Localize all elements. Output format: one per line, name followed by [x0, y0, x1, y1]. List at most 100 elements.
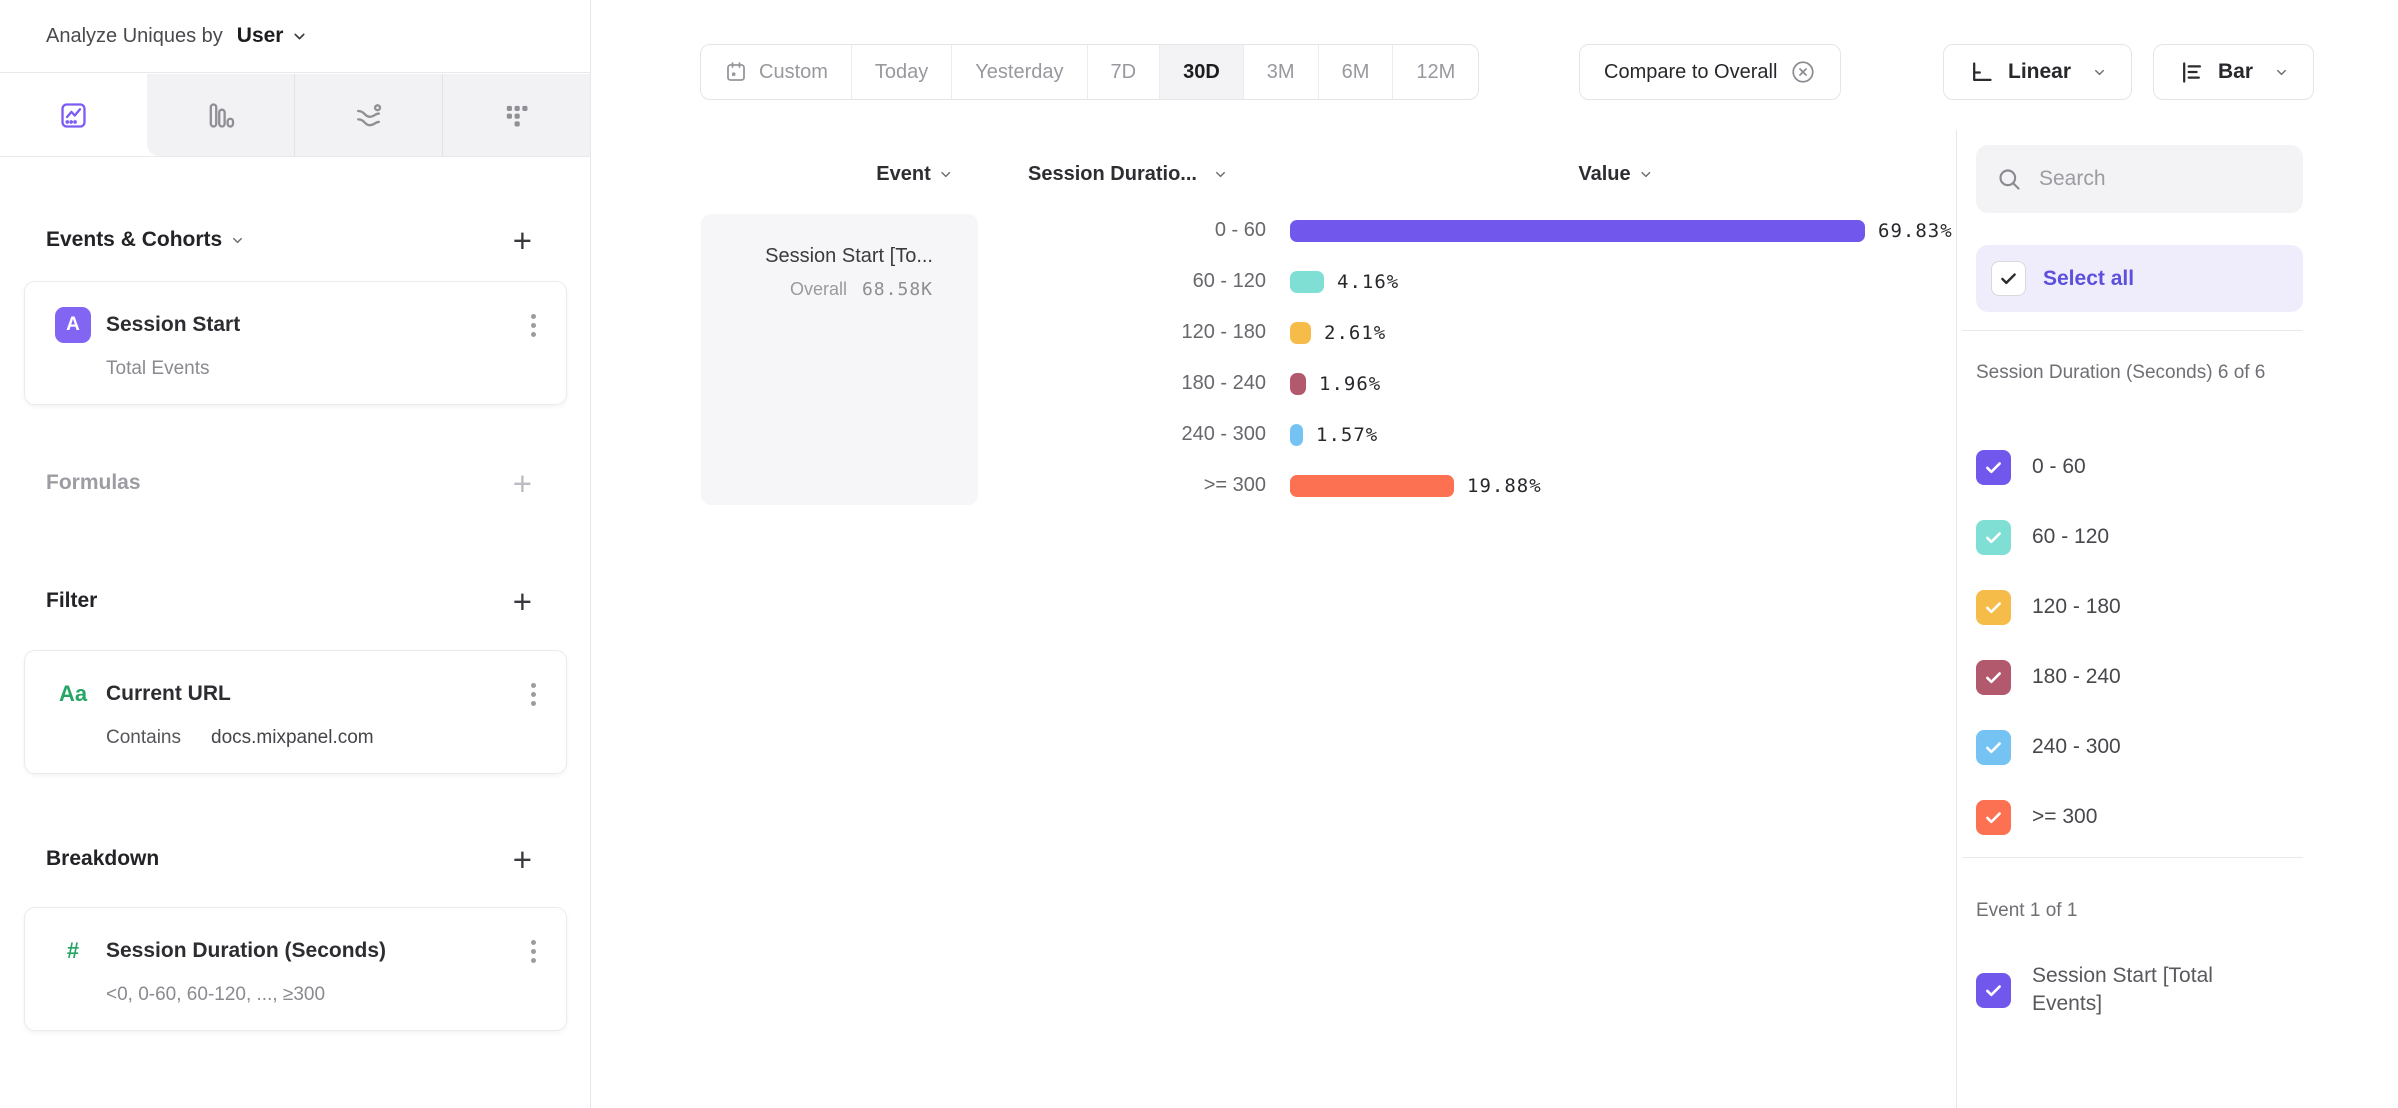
tab-funnels[interactable] [147, 74, 294, 156]
bar-60-120[interactable] [1290, 270, 1324, 293]
segment-item[interactable]: 180 - 240 [1976, 642, 2316, 712]
legend-search[interactable] [1976, 145, 2303, 213]
event-card[interactable]: A Session Start Total Events [24, 281, 567, 405]
breakdown-card-row: # Session Duration (Seconds) [55, 933, 540, 969]
event-legend-item[interactable]: Session Start [Total Events] [1976, 950, 2316, 1030]
column-header-segment[interactable]: Session Duratio... [1028, 163, 1228, 186]
column-header-event[interactable]: Event [876, 163, 953, 186]
segment-item[interactable]: 240 - 300 [1976, 712, 2316, 782]
range-30d-button[interactable]: 30D [1159, 45, 1243, 99]
add-breakdown-button[interactable]: + [512, 840, 532, 878]
bar-240-300[interactable] [1290, 423, 1303, 446]
range-custom-button[interactable]: Custom [701, 45, 851, 99]
breakdown-card-title[interactable]: Session Duration (Seconds) [106, 939, 387, 962]
filter-card-condition: Contains docs.mixpanel.com [106, 727, 540, 749]
range-3m-button[interactable]: 3M [1242, 45, 1318, 99]
add-formula-button[interactable]: + [512, 464, 532, 502]
filter-value[interactable]: docs.mixpanel.com [211, 727, 374, 748]
segment-checkbox[interactable] [1976, 799, 2011, 835]
segment-label: 240 - 300 [2032, 735, 2121, 758]
filter-operator[interactable]: Contains [106, 727, 181, 748]
segment-checkbox[interactable] [1976, 729, 2011, 765]
search-icon [1999, 168, 2020, 190]
chart-type-dropdown[interactable]: Bar [2153, 44, 2315, 100]
category-label: >= 300 [1203, 474, 1266, 496]
segment-item[interactable]: 0 - 60 [1976, 432, 2316, 502]
add-event-button[interactable]: + [512, 221, 532, 259]
kebab-menu-icon[interactable] [527, 679, 540, 710]
range-today-button[interactable]: Today [850, 45, 951, 99]
kebab-menu-icon[interactable] [527, 936, 540, 967]
check-icon [1986, 671, 2001, 683]
event-card-row: A Session Start [55, 307, 540, 343]
analyze-label: Analyze Uniques by [46, 24, 223, 47]
segment-item[interactable]: >= 300 [1976, 782, 2316, 852]
scale-dropdown[interactable]: Linear [1943, 44, 2133, 100]
column-header-value[interactable]: Value [1578, 163, 1653, 186]
event-group-label: Event 1 of 1 [1976, 900, 2078, 921]
bar-180-240[interactable] [1290, 372, 1306, 395]
range-label: 7D [1110, 60, 1137, 83]
range-7d-button[interactable]: 7D [1086, 45, 1160, 99]
range-label: Today [874, 60, 929, 83]
range-12m-button[interactable]: 12M [1392, 45, 1478, 99]
chevron-down-icon [941, 171, 951, 178]
event-card-title[interactable]: Session Start [106, 313, 241, 336]
analyze-uniques-row: Analyze Uniques by User [0, 0, 590, 73]
event-row-cell[interactable]: Session Start [To... Overall 68.58K [701, 214, 978, 505]
segment-checkbox[interactable] [1976, 449, 2011, 485]
tab-retention[interactable] [442, 74, 590, 156]
breakdown-card[interactable]: # Session Duration (Seconds) <0, 0-60, 6… [24, 907, 567, 1031]
add-filter-button[interactable]: + [512, 582, 532, 620]
segment-checkbox[interactable] [1976, 659, 2011, 695]
category-label: 120 - 180 [1181, 321, 1266, 343]
tab-flows[interactable] [294, 74, 442, 156]
segment-item[interactable]: 60 - 120 [1976, 502, 2316, 572]
range-6m-button[interactable]: 6M [1317, 45, 1393, 99]
range-label: Yesterday [975, 60, 1064, 83]
select-all-checkbox[interactable] [1991, 261, 2026, 296]
remove-compare-icon[interactable] [1790, 59, 1816, 85]
analyze-value-dropdown[interactable]: User [236, 24, 284, 47]
divider [1962, 330, 2303, 331]
select-all-row[interactable]: Select all [1976, 245, 2303, 312]
check-icon [1986, 741, 2001, 753]
range-label: 12M [1416, 60, 1456, 83]
query-builder-sidebar: Analyze Uniques by User [0, 0, 591, 1108]
calendar-icon [727, 62, 745, 81]
compare-to-overall-button[interactable]: Compare to Overall [1579, 44, 1842, 100]
check-icon [1986, 984, 2001, 996]
segment-item[interactable]: 120 - 180 [1976, 572, 2316, 642]
search-input[interactable] [2039, 167, 2269, 191]
breakdown-card-buckets[interactable]: <0, 0-60, 60-120, ..., ≥300 [106, 984, 326, 1005]
check-icon [1986, 531, 2001, 543]
kebab-menu-icon[interactable] [527, 310, 540, 341]
compare-label: Compare to Overall [1604, 60, 1778, 83]
filter-card-title[interactable]: Current URL [106, 682, 231, 705]
range-yesterday-button[interactable]: Yesterday [951, 45, 1086, 99]
bar-120-180[interactable] [1290, 321, 1311, 344]
bar-gte-300[interactable] [1290, 474, 1454, 497]
chart-row: 0 - 60 69.83% [0, 205, 1955, 256]
event-row-title: Session Start [To... [765, 245, 933, 267]
segment-checkbox[interactable] [1976, 519, 2011, 555]
overall-value: 68.58K [861, 279, 933, 300]
segment-checkbox[interactable] [1976, 589, 2011, 625]
tab-insights[interactable] [0, 74, 147, 156]
bar-0-60[interactable] [1290, 219, 1865, 242]
filter-card[interactable]: Aa Current URL Contains docs.mixpanel.com [24, 650, 567, 774]
bar-value-label: 1.57% [1316, 423, 1379, 446]
event-checkbox[interactable] [1976, 972, 2011, 1008]
check-icon [1986, 811, 2001, 823]
chevron-down-icon[interactable] [291, 28, 308, 45]
numeric-property-icon: # [66, 938, 80, 963]
segment-label: 120 - 180 [2032, 595, 2121, 618]
events-cohorts-title[interactable]: Events & Cohorts [46, 228, 223, 251]
divider [1962, 857, 2303, 858]
event-card-subtitle[interactable]: Total Events [106, 358, 210, 379]
filter-title: Filter [46, 589, 98, 612]
chevron-down-icon [2277, 69, 2286, 75]
segment-label: 180 - 240 [2032, 665, 2121, 688]
chevron-down-icon[interactable] [230, 233, 245, 248]
bar-value-label: 1.96% [1319, 372, 1382, 395]
